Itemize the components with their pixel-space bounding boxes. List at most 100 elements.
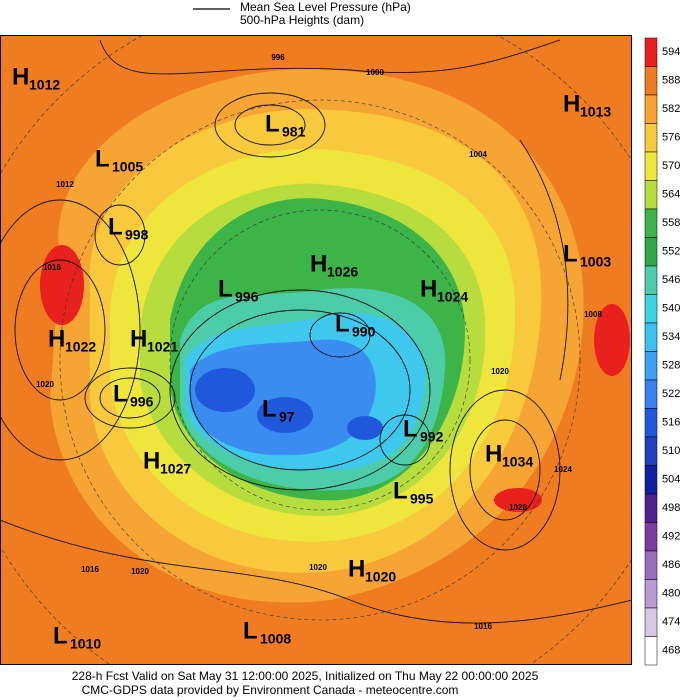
colorbar-label: 474 [662,616,680,628]
height-band [257,397,313,433]
colorbar-label: 540 [662,303,680,315]
center-letter: L [95,145,110,172]
colorbar-label: 504 [662,474,680,486]
colorbar-swatch [644,265,658,295]
colorbar-swatch [644,37,658,67]
center-value: 1024 [437,289,468,305]
center-letter: L [113,380,128,407]
isobar-label: 1004 [469,150,487,159]
colorbar-swatch [644,94,658,124]
isobar [469,419,541,521]
isobar [214,92,326,158]
colorbar-label: 522 [662,388,680,400]
center-letter: H [130,325,147,352]
center-value: 1034 [502,454,533,470]
center-value: 1005 [112,159,143,175]
colorbar-label: 534 [662,331,680,343]
center-value: 1022 [65,339,96,355]
colorbar: 594 588 582 576 570 564 558 552 546 540 534 528 522 5… [644,37,680,666]
center-letter: L [262,395,277,422]
center-letter: H [420,275,437,302]
center-value: 1021 [147,339,178,355]
isobar-label: 1016 [43,263,61,272]
height-band [347,416,383,440]
center-letter: H [563,90,580,117]
center-letter: L [335,310,350,337]
isobar [0,199,141,461]
isobar-label: 1008 [584,310,602,319]
center-value: 1012 [29,77,60,93]
colorbar-label: 510 [662,445,680,457]
graticule [59,99,581,621]
height-band [494,488,542,512]
colorbar-label: 516 [662,417,680,429]
center-value: 996 [130,394,154,410]
colorbar-swatch [644,180,658,210]
graticule [169,209,471,511]
height-band [40,245,84,325]
isobar-label: 1000 [366,68,384,77]
isobar-label: 1012 [56,180,74,189]
colorbar-swatch [644,123,658,153]
colorbar-swatch [644,379,658,409]
center-letter: L [563,240,578,267]
colorbar-swatch [644,237,658,267]
map-frame [0,35,632,665]
center-value: 1027 [160,461,191,477]
height-band [195,368,255,412]
isobar-label: 1020 [131,567,149,576]
colorbar-swatch [644,151,658,181]
colorbar-swatch [644,436,658,466]
colorbar-label: 582 [662,103,680,115]
isobar [519,139,569,381]
colorbar-swatch [644,208,658,238]
isobar-label: 1016 [81,565,99,574]
colorbar-swatch [644,351,658,381]
center-value: 1013 [580,104,611,120]
isobar [84,367,176,429]
isobar [449,389,561,551]
center-value: 995 [410,491,434,507]
center-letter: H [310,250,327,277]
legend-text: 500-hPa Heights (dam) [240,13,364,27]
isobar [94,204,146,266]
center-letter: L [393,477,408,504]
center-value: 996 [235,289,259,305]
isobar-label: 1024 [554,465,572,474]
colorbar-swatch [644,607,658,637]
colorbar-label: 546 [662,274,680,286]
center-letter: L [403,415,418,442]
colorbar-label: 486 [662,559,680,571]
center-letter: L [53,622,68,649]
center-letter: H [48,325,65,352]
colorbar-swatch [644,493,658,523]
isobar [99,377,161,419]
legend-text: Mean Sea Level Pressure (hPa) [240,0,411,14]
center-letter: L [265,110,280,137]
colorbar-label: 564 [662,189,680,201]
colorbar-label: 552 [662,246,680,258]
isobar [0,519,632,624]
colorbar-swatch [644,322,658,352]
colorbar-label: 588 [662,75,680,87]
center-letter: H [485,440,502,467]
footer-text: 228-h Fcst Valid on Sat May 31 12:00:00 … [72,669,539,683]
center-value: 981 [282,124,306,140]
center-value: 1003 [580,254,611,270]
isobar [169,289,431,491]
colorbar-swatch [644,550,658,580]
center-value: 998 [125,227,149,243]
colorbar-swatch [644,522,658,552]
colorbar-swatch [644,579,658,609]
isobar-label: 1020 [309,563,327,572]
colorbar-label: 480 [662,588,680,600]
colorbar-label: 498 [662,502,680,514]
isobar-label: 1016 [474,622,492,631]
isobar-label: 1020 [36,380,54,389]
center-value: 97 [279,409,295,425]
colorbar-swatch [644,408,658,438]
isobar [99,39,561,75]
colorbar-label: 570 [662,160,680,172]
